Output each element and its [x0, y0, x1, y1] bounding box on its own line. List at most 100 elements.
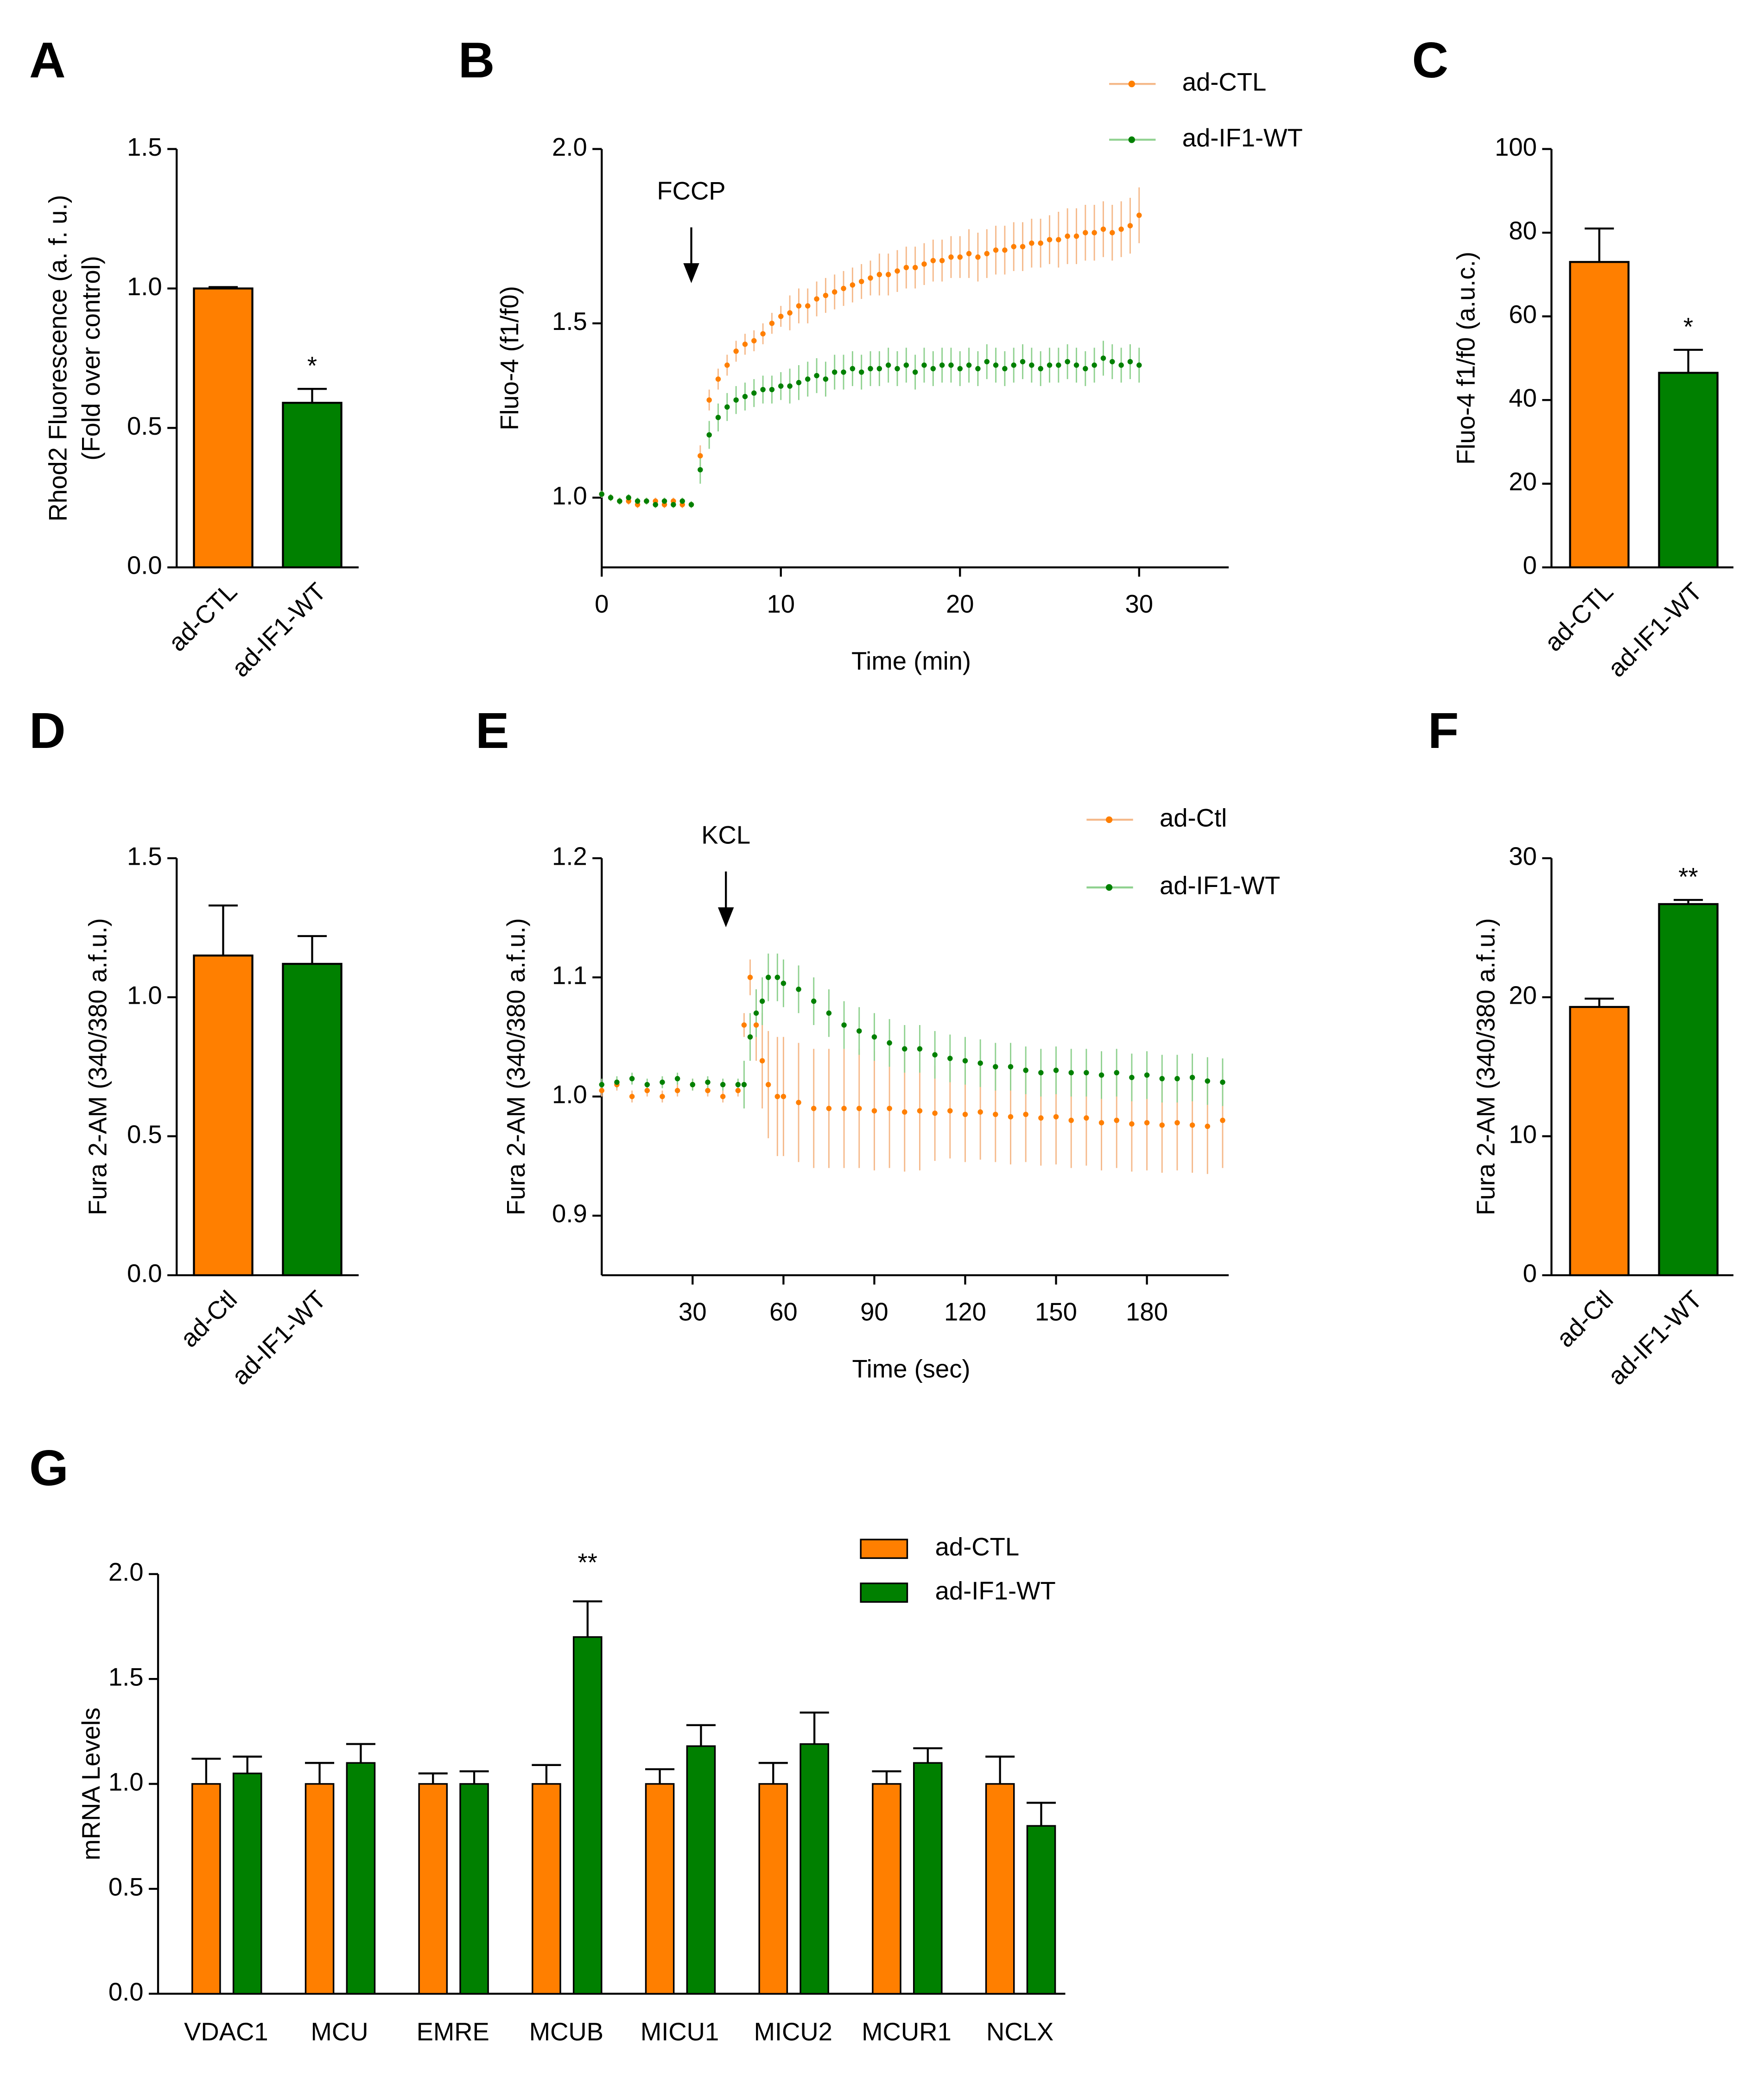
x-tick-label: 0 [595, 590, 609, 618]
data-point [599, 1088, 605, 1094]
data-point [917, 1046, 923, 1052]
bar [800, 1743, 829, 1995]
data-point [1159, 1076, 1165, 1082]
y-tick-label: 0.0 [108, 1978, 144, 2006]
data-point [1084, 1115, 1089, 1121]
data-point [903, 265, 909, 271]
data-point [966, 362, 972, 368]
data-point [1008, 1114, 1014, 1120]
data-point [661, 498, 667, 504]
data-point [644, 498, 649, 504]
x-tick-label: 30 [1125, 590, 1153, 618]
data-point [831, 369, 838, 375]
data-point [1110, 359, 1115, 365]
x-tick-label: 60 [769, 1298, 798, 1326]
y-tick-label: 0.5 [127, 1120, 162, 1148]
data-point [1020, 244, 1026, 249]
y-tick-label: 1.0 [552, 481, 587, 510]
bar [645, 1783, 675, 1995]
panel-letter: D [29, 703, 66, 759]
data-point [868, 275, 873, 281]
data-point [975, 366, 981, 372]
data-point [841, 1106, 847, 1111]
data-point [841, 1022, 847, 1028]
y-tick-label: 0.0 [127, 551, 162, 580]
bar [1026, 1825, 1056, 1995]
data-point [796, 303, 802, 309]
data-point [1023, 1112, 1028, 1117]
data-point [1129, 1075, 1135, 1080]
data-point [1053, 1067, 1059, 1073]
data-point [1038, 366, 1043, 372]
data-point [1098, 1120, 1104, 1126]
data-point [823, 292, 829, 298]
data-point [1073, 362, 1079, 368]
y-tick-label: 1.2 [552, 842, 587, 870]
x-tick-label: 150 [1035, 1298, 1077, 1326]
bar [985, 1783, 1015, 1995]
y-tick-label: 1.5 [552, 307, 587, 336]
data-point [742, 342, 748, 347]
data-point [769, 320, 775, 326]
data-point [774, 975, 780, 980]
data-point [759, 998, 765, 1004]
bar [913, 1762, 943, 1995]
y-tick-label: 0.9 [552, 1200, 587, 1228]
y-tick-label: 20 [1509, 981, 1537, 1009]
data-point [932, 1052, 938, 1057]
bar [686, 1745, 716, 1995]
legend-marker [1128, 80, 1135, 88]
x-tick-label: ad-IF1-WT [226, 1285, 331, 1390]
data-point [759, 1058, 765, 1064]
data-point [705, 1088, 711, 1094]
data-point [1100, 355, 1106, 361]
data-point [1110, 230, 1115, 235]
data-point [1065, 359, 1070, 365]
data-point [826, 1010, 832, 1016]
x-tick-label: ad-IF1-WT [1602, 577, 1707, 683]
data-point [984, 359, 990, 365]
data-point [1029, 362, 1034, 368]
y-tick-label: 0.5 [127, 412, 162, 440]
data-point [1047, 237, 1053, 242]
data-point [1189, 1075, 1195, 1080]
bar [1658, 903, 1719, 1277]
annotation-arrowhead [683, 263, 699, 284]
x-tick-label: 10 [767, 590, 795, 618]
data-point [1011, 362, 1016, 368]
data-point [948, 254, 954, 260]
data-point [984, 251, 990, 256]
data-point [1056, 362, 1061, 368]
data-point [811, 1106, 817, 1111]
data-point [1038, 1115, 1044, 1121]
bar [572, 1636, 603, 1995]
data-point [1118, 226, 1124, 232]
data-point [871, 1034, 877, 1040]
data-point [841, 369, 846, 375]
bar [193, 287, 254, 569]
data-point [977, 1060, 983, 1066]
data-point [778, 383, 784, 389]
data-point [902, 1109, 907, 1115]
y-axis-label: (Fold over control) [77, 256, 105, 461]
y-tick-label: 30 [1509, 842, 1537, 870]
data-point [1023, 1067, 1028, 1073]
panel-letter: F [1428, 703, 1459, 759]
data-point [705, 1079, 711, 1085]
data-point [957, 366, 963, 372]
data-point [688, 502, 694, 507]
data-point [932, 1110, 938, 1116]
bar [193, 954, 254, 1277]
x-tick-label: MCU [311, 2018, 368, 2046]
data-point [1020, 359, 1026, 365]
data-point [1068, 1117, 1074, 1123]
significance: * [307, 352, 317, 380]
x-tick-label: ad-IF1-WT [226, 577, 331, 683]
y-tick-label: 1.5 [127, 842, 162, 870]
data-point [1205, 1078, 1211, 1084]
y-tick-label: 1.0 [127, 981, 162, 1009]
y-tick-label: 60 [1509, 300, 1537, 329]
data-point [993, 247, 999, 253]
data-point [887, 1040, 892, 1046]
